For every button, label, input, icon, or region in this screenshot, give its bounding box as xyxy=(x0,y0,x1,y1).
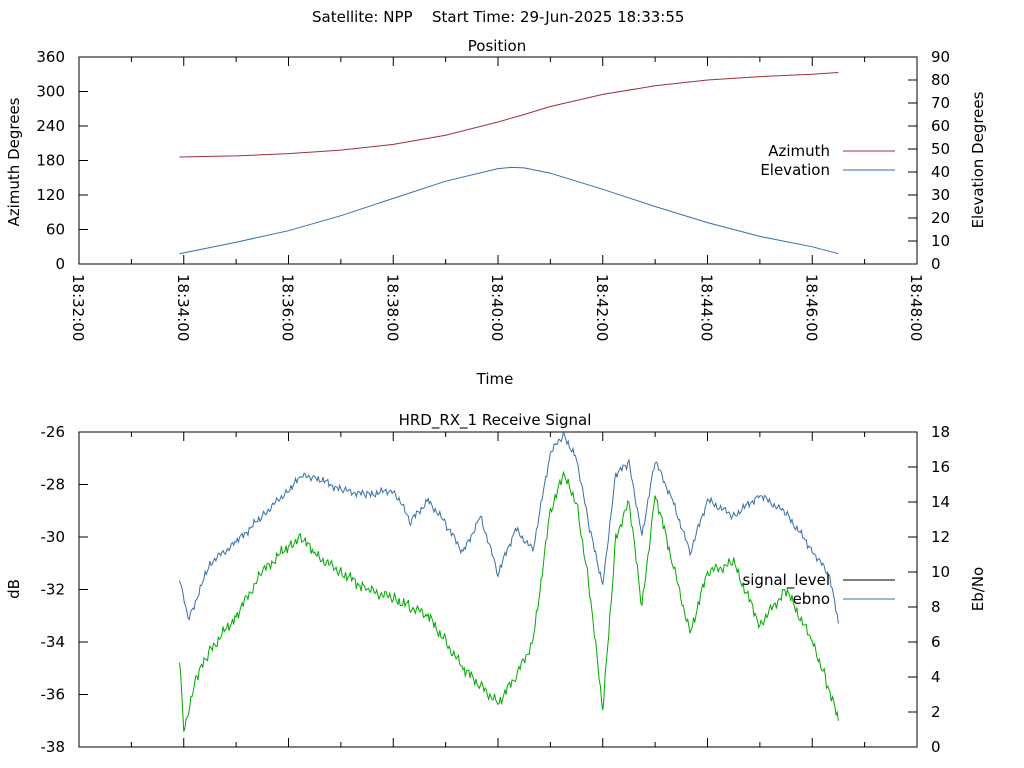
x-tick-label: 18:34:00 xyxy=(174,274,192,341)
series-line-Elevation xyxy=(179,166,839,255)
y-tick-label: -32 xyxy=(41,581,66,599)
signal-ticks: -38 -36 -34 -32 -30 -28 -26 0 2 4 6 8 10 12 14 16 18 xyxy=(41,423,951,756)
position-xlabel: Time xyxy=(476,370,514,388)
signal-series xyxy=(178,430,839,732)
signal-y2label: Eb/No xyxy=(969,567,987,611)
y2-tick-label: 50 xyxy=(931,140,950,158)
legend-label: Elevation xyxy=(760,161,830,179)
y-tick-label: 0 xyxy=(55,255,65,273)
series-line-ebno xyxy=(178,470,839,732)
y2-tick-label: 0 xyxy=(931,738,941,756)
y-tick-label: 60 xyxy=(46,221,65,239)
y2-tick-label: 8 xyxy=(931,598,941,616)
x-tick-label: 18:46:00 xyxy=(802,274,820,341)
signal-chart-title: HRD_RX_1 Receive Signal xyxy=(399,411,592,430)
y2-tick-label: 14 xyxy=(931,493,950,511)
y2-tick-label: 80 xyxy=(931,71,950,89)
y-tick-label: -36 xyxy=(41,686,66,704)
x-tick-label: 18:48:00 xyxy=(907,274,925,341)
y-tick-label: -26 xyxy=(41,423,66,441)
y-tick-label: 240 xyxy=(36,117,65,135)
y2-tick-label: 6 xyxy=(931,633,941,651)
y2-tick-label: 16 xyxy=(931,458,950,476)
position-series xyxy=(179,72,839,255)
y-tick-label: -28 xyxy=(41,476,66,494)
x-tick-label: 18:36:00 xyxy=(279,274,297,341)
position-chart: Position 18:32:00 18:34:00 18:36:00 18:38:0… xyxy=(5,37,987,388)
position-ylabel: Azimuth Degrees xyxy=(5,97,23,226)
y2-tick-label: 2 xyxy=(931,703,941,721)
y2-tick-label: 10 xyxy=(931,232,950,250)
signal-chart: HRD_RX_1 Receive Signal -38-36-34-32-30-… xyxy=(5,411,987,756)
y2-tick-label: 30 xyxy=(931,186,950,204)
signal-ylabel: dB xyxy=(5,579,23,599)
signal-plot-frame xyxy=(78,431,918,748)
position-chart-title: Position xyxy=(468,37,526,55)
y2-tick-label: 18 xyxy=(931,423,950,441)
y-tick-label: 120 xyxy=(36,186,65,204)
y2-tick-label: 12 xyxy=(931,528,950,546)
y2-tick-label: 60 xyxy=(931,117,950,135)
y-tick-label: -38 xyxy=(41,738,66,756)
y2-tick-label: 70 xyxy=(931,94,950,112)
series-line-signal_level xyxy=(178,430,839,624)
series-line-Azimuth xyxy=(179,72,839,158)
y-tick-label: 180 xyxy=(36,152,65,170)
x-tick-label: 18:40:00 xyxy=(488,274,506,341)
legend-label: Azimuth xyxy=(768,142,830,160)
x-tick-label: 18:32:00 xyxy=(69,274,87,341)
y2-tick-label: 0 xyxy=(931,255,941,273)
position-ticks: 18:32:00 18:34:00 18:36:00 18:38:00 18:40:00… xyxy=(36,48,950,341)
x-tick-label: 18:42:00 xyxy=(593,274,611,341)
y-tick-label: 360 xyxy=(36,48,65,66)
y-tick-label: -34 xyxy=(41,633,66,651)
x-tick-label: 18:38:00 xyxy=(383,274,401,341)
start-time-label: Start Time: 29-Jun-2025 18:33:55 xyxy=(432,8,684,26)
y2-tick-label: 10 xyxy=(931,563,950,581)
legend-label: ebno xyxy=(793,590,830,608)
y2-tick-label: 90 xyxy=(931,48,950,66)
x-tick-label: 18:44:00 xyxy=(698,274,716,341)
legend-label: signal_level xyxy=(742,571,830,590)
y-tick-label: 300 xyxy=(36,83,65,101)
y2-tick-label: 4 xyxy=(931,668,941,686)
y2-tick-label: 40 xyxy=(931,163,950,181)
y-tick-label: -30 xyxy=(41,528,66,546)
y2-tick-label: 20 xyxy=(931,209,950,227)
position-y2label: Elevation Degrees xyxy=(969,91,987,228)
satellite-label: Satellite: NPP xyxy=(312,8,413,26)
